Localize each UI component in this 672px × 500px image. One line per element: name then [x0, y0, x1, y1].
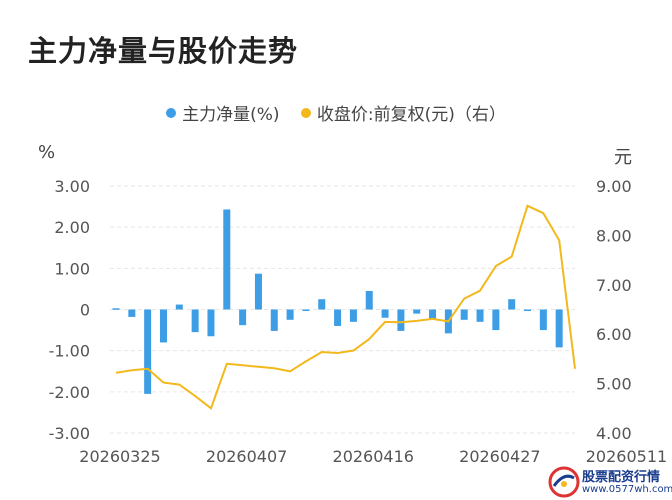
net-volume-bar: [128, 309, 136, 317]
x-tick-label: 20260325: [79, 447, 160, 466]
watermark-logo-icon: [548, 466, 580, 498]
net-volume-bar: [397, 309, 405, 331]
net-volume-bar: [334, 309, 342, 326]
net-volume-bar: [508, 299, 516, 310]
net-volume-bar: [524, 309, 532, 311]
net-volume-bar: [302, 309, 310, 311]
net-volume-bar: [191, 309, 199, 333]
net-volume-bar: [254, 273, 262, 310]
right-tick-label: 4.00: [596, 424, 632, 443]
net-volume-bar: [144, 309, 152, 394]
watermark-line1: 股票配资行情: [582, 470, 661, 485]
close-price-line: [115, 204, 576, 410]
net-volume-bar: [555, 309, 563, 348]
left-tick-label: 1.00: [54, 259, 90, 278]
right-tick-label: 9.00: [596, 177, 632, 196]
net-volume-bar: [239, 309, 247, 326]
left-tick-label: 0: [80, 301, 90, 320]
legend-item-close-price[interactable]: 收盘价:前复权(元)（右）: [300, 100, 506, 125]
net-volume-bar: [175, 304, 183, 310]
chart-title: 主力净量与股价走势: [28, 34, 299, 68]
left-tick-label: -1.00: [49, 342, 90, 361]
net-volume-bar: [539, 309, 547, 331]
net-volume-bar: [159, 309, 167, 343]
net-volume-bar: [223, 209, 231, 310]
net-volume-bar: [286, 309, 294, 320]
net-volume-bar: [492, 309, 500, 331]
net-volume-bar: [112, 308, 120, 310]
legend-item-net-volume[interactable]: 主力净量(%): [166, 100, 280, 125]
chart-legend: 主力净量(%) 收盘价:前复权(元)（右）: [0, 100, 672, 125]
left-tick-label: -2.00: [49, 383, 90, 402]
net-volume-bar: [413, 309, 421, 314]
x-tick-label: 20260416: [333, 447, 414, 466]
legend-dot-line: [300, 108, 311, 118]
legend-label-net-volume: 主力净量(%): [182, 105, 280, 125]
x-tick-label: 20260407: [206, 447, 287, 466]
right-tick-label: 8.00: [596, 226, 632, 245]
watermark-line2: www.0577wh.com: [582, 484, 672, 495]
net-volume-bar: [381, 309, 389, 318]
net-volume-bar: [349, 309, 357, 322]
net-volume-bar: [460, 309, 468, 320]
right-tick-label: 6.00: [596, 325, 632, 344]
x-tick-label: 20260511: [586, 447, 667, 466]
legend-dot-bar: [166, 108, 177, 118]
left-axis-unit: %: [38, 142, 56, 163]
left-tick-label: 2.00: [54, 218, 90, 237]
left-tick-label: 3.00: [54, 177, 90, 196]
right-axis-unit: 元: [614, 147, 632, 168]
net-volume-bar: [476, 309, 484, 322]
watermark: 股票配资行情 www.0577wh.com: [548, 464, 672, 500]
net-volume-bar: [270, 309, 278, 331]
right-tick-label: 5.00: [596, 375, 632, 394]
right-tick-label: 7.00: [596, 276, 632, 295]
left-tick-label: -3.00: [49, 424, 90, 443]
net-volume-bar: [365, 290, 373, 310]
legend-label-close-price: 收盘价:前复权(元)（右）: [316, 105, 506, 125]
x-tick-label: 20260427: [459, 447, 540, 466]
net-volume-bar: [318, 299, 326, 310]
net-volume-bar: [207, 309, 215, 337]
net-volume-bar: [429, 309, 437, 320]
